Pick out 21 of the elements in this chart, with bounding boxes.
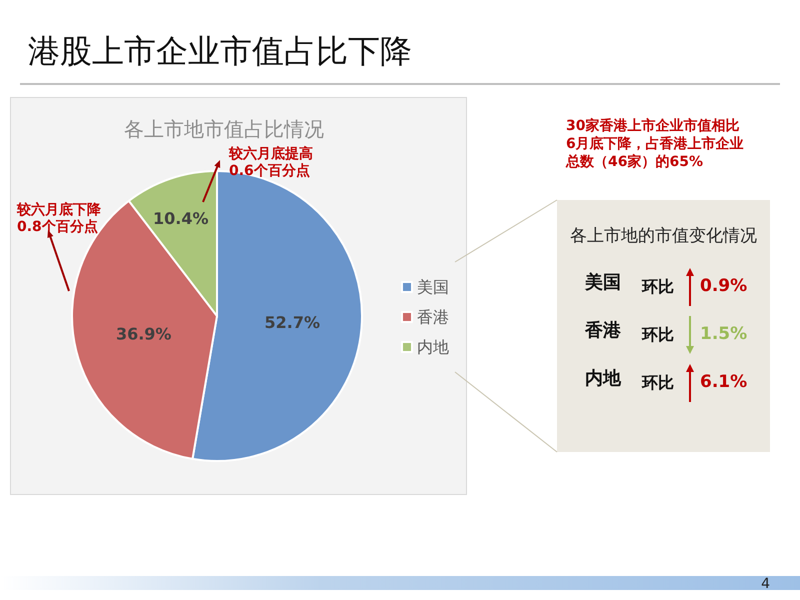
category-label: 香港 xyxy=(585,319,621,342)
text: 30家香港上市企业市值相比6月底下降，占香港上市企业总数（46家）的65% xyxy=(566,117,744,171)
legend-label: 美国 xyxy=(417,278,449,296)
text: 较六月底提高 0.6个百分点 xyxy=(229,146,313,180)
category-label: 内地 xyxy=(585,367,621,390)
data-label: 6.1% xyxy=(700,372,748,392)
data-label: 1.5% xyxy=(700,324,748,344)
text: 各上市地的市值变化情况 xyxy=(569,225,758,247)
text: 4 xyxy=(761,576,770,592)
text: 环比 xyxy=(642,277,674,298)
chart-title: 各上市地市值占比情况 xyxy=(124,117,324,141)
legend-label: 香港 xyxy=(417,308,449,326)
text: 环比 xyxy=(642,373,674,394)
legend-label: 内地 xyxy=(417,338,449,356)
text: 环比 xyxy=(642,325,674,346)
data-label: 10.4% xyxy=(153,208,209,228)
data-label: 0.9% xyxy=(700,276,748,296)
category-label: 美国 xyxy=(585,271,621,294)
text: 港股上市企业市值占比下降 xyxy=(28,31,412,72)
data-label: 36.9% xyxy=(116,324,172,344)
data-label: 52.7% xyxy=(264,312,320,332)
